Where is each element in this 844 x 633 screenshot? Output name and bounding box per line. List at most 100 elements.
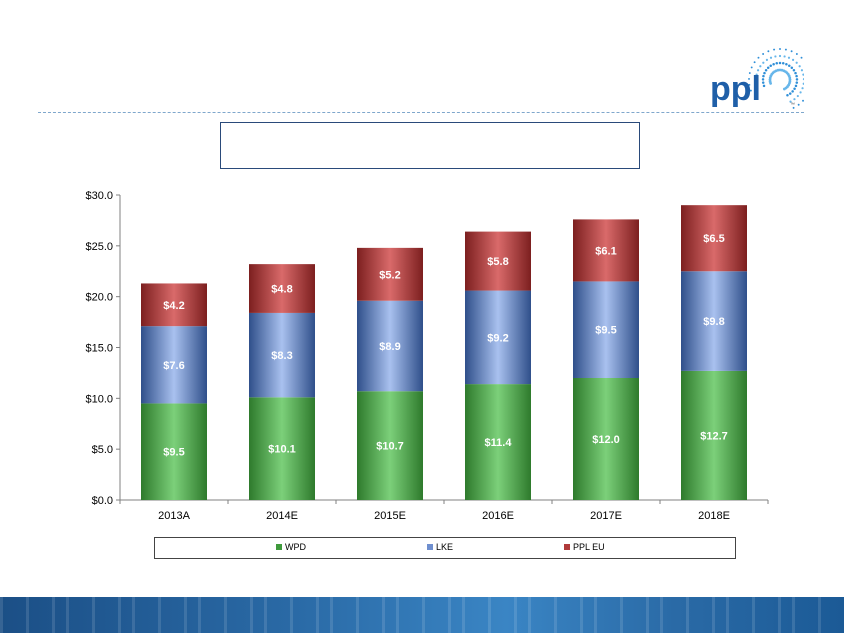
footer-stripe — [818, 597, 821, 633]
sunburst-dot — [800, 56, 803, 59]
sunburst-dot — [769, 64, 772, 67]
sunburst-dot — [793, 98, 796, 101]
sunburst-dot — [764, 68, 768, 72]
sunburst-dot — [791, 58, 795, 61]
sunburst-dot — [778, 54, 782, 58]
sunburst-dot — [761, 81, 765, 84]
x-tick-label: 2017E — [590, 510, 622, 522]
data-label: $7.6 — [163, 360, 184, 372]
data-label: $12.0 — [592, 434, 620, 446]
footer-stripe — [528, 597, 531, 633]
bar-lke — [141, 326, 207, 404]
sunburst-dot — [766, 66, 770, 70]
sunburst-dot — [773, 48, 776, 51]
data-label: $12.7 — [700, 430, 728, 442]
sunburst-dot — [748, 72, 751, 74]
sunburst-dot — [794, 84, 798, 88]
footer-stripe — [330, 597, 333, 633]
sunburst-dot — [792, 106, 795, 109]
sunburst-dot — [787, 56, 791, 59]
footer-stripe — [712, 597, 715, 633]
bar-wpd — [465, 384, 531, 500]
legend-swatch-lke — [427, 544, 433, 550]
ppl-logo: ppl ™ — [704, 38, 812, 112]
footer-stripe — [462, 597, 465, 633]
sunburst-dot — [795, 53, 798, 55]
footer-stripe — [448, 597, 451, 633]
sunburst-dot — [801, 87, 804, 90]
sunburst-dot — [772, 62, 775, 66]
bar-ppl-eu — [681, 205, 747, 272]
footer-stripe — [554, 597, 557, 633]
footer-stripe — [184, 597, 187, 633]
sunburst-dot — [799, 91, 802, 94]
footer-stripe — [118, 597, 121, 633]
footer-stripe — [594, 597, 597, 633]
legend-item-ppl-eu: PPL EU — [564, 542, 605, 552]
footer-stripe — [250, 597, 253, 633]
data-label: $5.2 — [379, 269, 400, 281]
y-tick-label: $0.0 — [92, 495, 113, 507]
footer-stripe — [92, 597, 95, 633]
legend-label-lke: LKE — [436, 542, 454, 552]
y-tick-label: $5.0 — [92, 444, 113, 456]
x-tick-label: 2014E — [266, 510, 298, 522]
bar-ppl-eu — [141, 283, 207, 327]
logo-trademark: ™ — [790, 102, 795, 108]
data-label: $9.5 — [163, 447, 184, 459]
footer-stripe — [660, 597, 663, 633]
sunburst-dot — [779, 48, 781, 50]
bar-wpd — [573, 378, 639, 500]
footer-stripe — [620, 597, 623, 633]
legend-item-lke: LKE — [427, 542, 453, 552]
footer-stripe — [752, 597, 755, 633]
data-label: $6.1 — [595, 245, 616, 257]
sunburst-dot — [786, 94, 789, 97]
sunburst-dot — [762, 84, 766, 88]
bar-wpd — [249, 397, 315, 500]
bar-ppl-eu — [357, 247, 423, 301]
footer-stripe — [580, 597, 583, 633]
sunburst-dot — [800, 69, 804, 72]
legend-swatch-wpd — [276, 544, 282, 550]
x-tick-label: 2013A — [158, 510, 190, 522]
sunburst-dot — [789, 100, 792, 103]
footer-stripe — [382, 597, 385, 633]
sunburst-dot — [797, 103, 800, 106]
footer-stripe — [132, 597, 135, 633]
sunburst-dot — [802, 99, 804, 102]
x-tick-label: 2016E — [482, 510, 514, 522]
data-label: $8.3 — [271, 350, 292, 362]
footer-stripe — [66, 597, 69, 633]
sunburst-dot — [781, 62, 785, 65]
y-tick-label: $30.0 — [85, 190, 113, 202]
data-label: $11.4 — [485, 437, 513, 449]
footer-stripe — [646, 597, 649, 633]
logo-wordmark: ppl — [710, 70, 761, 108]
bar-lke — [465, 290, 531, 385]
data-label: $6.5 — [703, 233, 724, 245]
chart-axes: $0.0 $5.0 $10.0 $15.0 $20.0 $25.0 $30.0 2013A 20… — [85, 190, 769, 522]
sunburst-dot — [792, 68, 796, 72]
sunburst-dot — [753, 61, 756, 64]
bar-lke — [681, 271, 747, 371]
bar-lke — [573, 281, 639, 378]
footer-stripe — [26, 597, 29, 633]
sunburst-dot — [795, 78, 799, 81]
sunburst-dot — [748, 83, 751, 86]
data-label: $10.7 — [376, 441, 404, 453]
bar-lke — [357, 300, 423, 392]
footer-stripe — [290, 597, 293, 633]
bar-lke — [249, 312, 315, 398]
y-tick-label: $25.0 — [85, 241, 113, 253]
footer-stripe — [514, 597, 517, 633]
data-label: $9.2 — [487, 332, 508, 344]
title-box — [220, 122, 640, 169]
sunburst-dot — [788, 64, 791, 67]
bar-ppl-eu — [465, 231, 531, 291]
sunburst-dot — [757, 56, 760, 59]
footer-banner — [0, 597, 844, 633]
sunburst-dot — [767, 50, 770, 53]
sunburst-dot — [775, 62, 779, 65]
